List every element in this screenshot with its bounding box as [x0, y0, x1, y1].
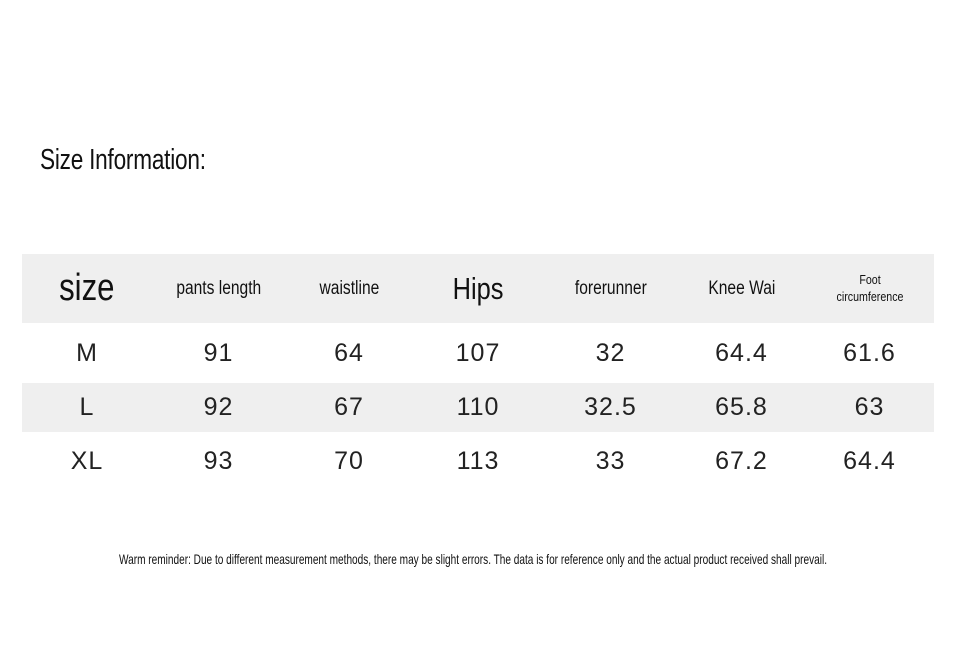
data-cell: XL [22, 432, 152, 490]
cell-text: 65.8 [715, 393, 768, 421]
header-cell: Hips [413, 254, 543, 323]
data-row: M 91 64 107 32 64.4 61.6 [22, 323, 934, 383]
cell-text: 32 [595, 338, 626, 367]
header-text: forerunner [574, 277, 647, 299]
header-cell: forerunner [543, 254, 678, 323]
data-cell: 32.5 [543, 383, 678, 432]
cell-text: 64.4 [843, 446, 896, 475]
data-cell: 107 [413, 323, 543, 383]
data-cell: 64.4 [678, 323, 805, 383]
header-cell: Foot circumference [805, 254, 934, 323]
header-text: Hips [452, 270, 504, 306]
header-text: Knee Wai [708, 277, 775, 299]
data-row: L 92 67 110 32.5 65.8 63 [22, 383, 934, 432]
cell-text: 63 [854, 393, 885, 421]
header-text: size [59, 267, 115, 309]
data-cell: 67.2 [678, 432, 805, 490]
header-cell: pants length [152, 254, 285, 323]
header-cell: waistline [285, 254, 413, 323]
data-cell: L [22, 383, 152, 432]
cell-text: 110 [456, 393, 500, 421]
data-cell: 64.4 [805, 432, 934, 490]
cell-text: M [76, 338, 98, 367]
data-cell: 70 [285, 432, 413, 490]
cell-text: 91 [203, 338, 234, 367]
data-cell: 32 [543, 323, 678, 383]
cell-text: 113 [456, 446, 500, 475]
table-body: size pants length waistline Hips forerunner K… [22, 254, 934, 490]
cell-text: 32.5 [584, 393, 637, 421]
cell-text: 67.2 [715, 446, 768, 475]
data-cell: 91 [152, 323, 285, 383]
cell-text: 107 [455, 338, 501, 367]
cell-text: 92 [203, 393, 234, 421]
title: Size Information: [40, 144, 206, 176]
data-cell: 63 [805, 383, 934, 432]
cell-text: L [79, 393, 95, 421]
data-cell: 65.8 [678, 383, 805, 432]
header-row: size pants length waistline Hips forerunner K… [22, 254, 934, 323]
data-cell: 33 [543, 432, 678, 490]
cell-text: 61.6 [843, 338, 896, 367]
data-cell: 113 [413, 432, 543, 490]
header-cell: size [22, 254, 152, 323]
cell-text: 93 [203, 446, 234, 475]
cell-text: 70 [334, 446, 364, 475]
cell-text: XL [70, 446, 104, 475]
data-cell: 110 [413, 383, 543, 432]
size-table: size pants length waistline Hips forerunner K… [22, 254, 934, 490]
cell-text: 33 [595, 446, 626, 475]
reminder: Warm reminder: Due to different measurem… [119, 551, 828, 567]
data-cell: 64 [285, 323, 413, 383]
header-text: pants length [176, 277, 261, 299]
data-cell: 93 [152, 432, 285, 490]
data-cell: 61.6 [805, 323, 934, 383]
data-cell: 67 [285, 383, 413, 432]
cell-text: 67 [334, 393, 364, 421]
header-text: Foot circumference [836, 272, 903, 304]
header-cell: Knee Wai [678, 254, 805, 323]
data-cell: 92 [152, 383, 285, 432]
cell-text: 64.4 [715, 338, 768, 367]
header-text: waistline [319, 277, 379, 299]
data-cell: M [22, 323, 152, 383]
data-row: XL 93 70 113 33 67.2 64.4 [22, 432, 934, 490]
cell-text: 64 [334, 338, 364, 367]
